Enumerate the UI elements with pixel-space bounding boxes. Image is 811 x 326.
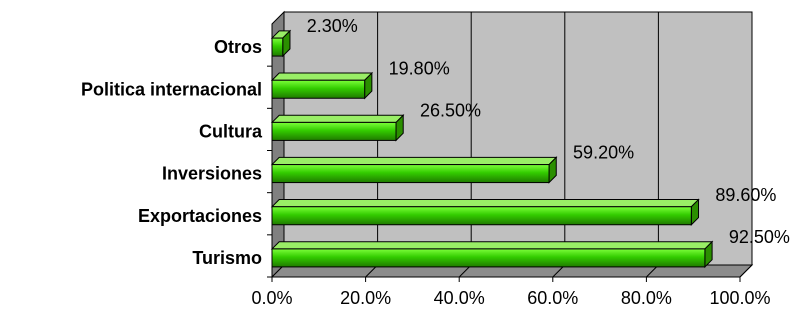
bar — [270, 71, 374, 100]
x-tick-label: 100.0% — [709, 288, 770, 308]
category-label: Turismo — [192, 248, 262, 268]
data-label: 2.30% — [307, 16, 358, 36]
bar-top-face — [270, 72, 374, 81]
data-label: 19.80% — [389, 58, 450, 78]
plot-area — [270, 10, 754, 279]
data-label: 59.20% — [573, 143, 634, 163]
x-tick-label: 80.0% — [621, 288, 672, 308]
bar-top-face — [270, 241, 714, 250]
value-axis: 0.0% 20.0% 40.0% 60.0% 80.0% 100.0% — [251, 276, 771, 308]
data-label: 26.50% — [420, 100, 481, 120]
bar — [270, 240, 714, 269]
data-label: 92.50% — [729, 227, 790, 247]
data-labels: 92.50% 89.60% 59.20% 26.50% 19.80% 2.30% — [307, 16, 790, 247]
bar-front-face — [271, 37, 284, 57]
bar — [270, 198, 700, 226]
category-label: Cultura — [199, 121, 263, 141]
gridline-floor — [739, 264, 753, 278]
x-tick-label: 0.0% — [251, 288, 292, 308]
x-tick-label: 40.0% — [434, 288, 485, 308]
bar — [270, 114, 405, 142]
category-axis-labels: Turismo Exportaciones Inversiones Cultura Po… — [81, 37, 272, 278]
bar-front-face — [271, 121, 397, 141]
bar-series — [270, 29, 714, 269]
category-label: Politica internacional — [81, 79, 262, 99]
category-label: Otros — [214, 37, 262, 57]
data-label: 89.60% — [715, 185, 776, 205]
category-label: Inversiones — [162, 164, 262, 184]
bar-top-face — [270, 114, 405, 123]
bar-front-face — [271, 79, 366, 99]
x-tick-label: 60.0% — [527, 288, 578, 308]
bar — [270, 29, 292, 58]
bar-front-face — [271, 248, 706, 268]
category-label: Exportaciones — [138, 206, 262, 226]
bar-front-face — [271, 206, 692, 226]
bar-front-face — [271, 164, 550, 184]
bar — [270, 156, 558, 184]
x-tick-label: 20.0% — [340, 288, 391, 308]
bar-top-face — [270, 199, 700, 208]
bar-top-face — [270, 156, 558, 166]
